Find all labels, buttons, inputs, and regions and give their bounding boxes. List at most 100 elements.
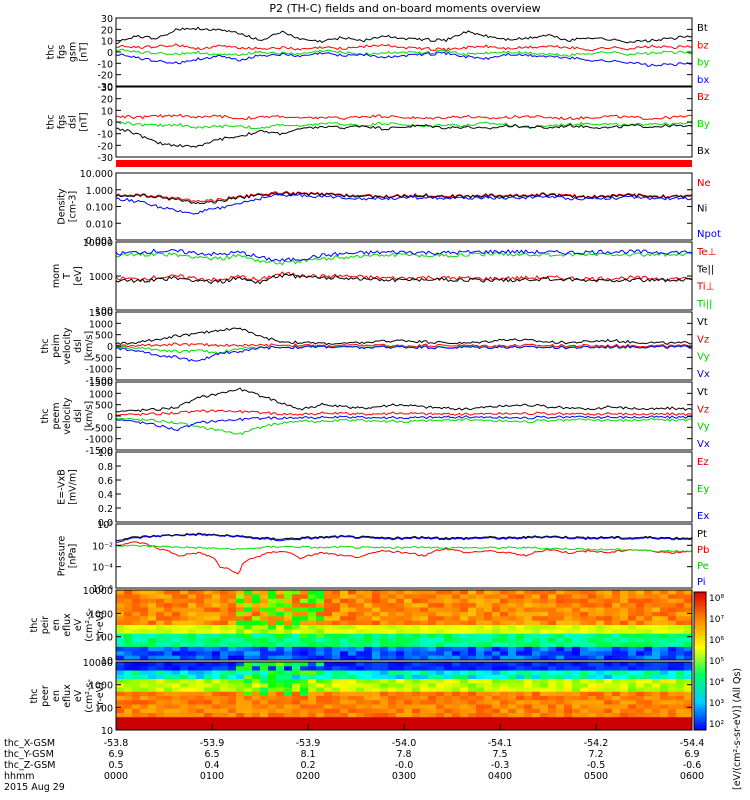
y-tick-label: 10 — [101, 726, 113, 737]
spectrogram-cell — [508, 642, 517, 648]
spectrogram-cell — [644, 683, 653, 689]
spectrogram-cell — [308, 700, 317, 706]
spectrogram-cell — [124, 666, 133, 672]
spectrogram-cell — [564, 700, 573, 706]
spectrogram-cell — [260, 620, 269, 626]
spectrogram-cell — [236, 687, 245, 693]
spectrogram-cell — [548, 625, 557, 630]
spectrogram-cell — [284, 725, 293, 730]
colorbar — [693, 591, 707, 731]
spectrogram-cell — [220, 704, 229, 710]
spectrogram-cell — [276, 651, 285, 657]
spectrogram-cell — [404, 642, 413, 648]
spectrogram-cell — [604, 651, 613, 657]
spectrogram-cell — [596, 629, 605, 635]
spectrogram-cell — [276, 603, 285, 609]
spectrogram-cell — [196, 700, 205, 706]
spectrogram-cell — [140, 590, 149, 595]
spectrogram-cell — [356, 642, 365, 648]
spectrogram-cell — [292, 607, 301, 613]
spectrogram-cell — [140, 629, 149, 635]
spectrogram-cell — [596, 646, 605, 652]
spectrogram-cell — [196, 708, 205, 714]
spectrogram-cell — [452, 696, 461, 701]
spectrogram-cell — [492, 713, 501, 718]
spectrogram-cell — [196, 594, 205, 600]
spectrogram-cell — [204, 713, 213, 718]
spectrogram-cell — [164, 651, 173, 657]
spectrogram-cell — [404, 717, 413, 723]
spectrogram-cell — [564, 713, 573, 718]
spectrogram-cell — [300, 662, 309, 667]
spectrogram-cell — [420, 629, 429, 635]
spectrogram-cell — [396, 687, 405, 693]
spectrogram-cell — [180, 717, 189, 723]
spectrogram-cell — [124, 655, 133, 660]
spectrogram-cell — [364, 607, 373, 613]
spectrogram-cell — [644, 620, 653, 626]
spectrogram-cell — [172, 679, 181, 684]
spectrogram-cell — [396, 638, 405, 644]
spectrogram-cell — [180, 679, 189, 684]
spectrogram-cell — [404, 625, 413, 630]
spectrogram-cell — [516, 683, 525, 689]
spectrogram-cell — [364, 629, 373, 635]
series-line-peem-vx — [116, 415, 692, 432]
spectrogram-cell — [340, 646, 349, 652]
spectrogram-cell — [324, 616, 333, 622]
spectrogram-cell — [308, 625, 317, 630]
series-line-peem-vt — [116, 387, 692, 413]
spectrogram-cell — [356, 700, 365, 706]
spectrogram-cell — [324, 598, 333, 604]
spectrogram-cell — [588, 633, 597, 639]
spectrogram-cell — [436, 696, 445, 701]
spectrogram-cell — [636, 670, 645, 676]
spectrogram-cell — [500, 646, 509, 652]
spectrogram-cell — [340, 679, 349, 684]
spectrogram-cell — [228, 666, 237, 672]
spectrogram-cell — [668, 704, 677, 710]
spectrogram-cell — [260, 717, 269, 723]
spectrogram-cell — [316, 662, 325, 667]
spectrogram-cell — [252, 590, 261, 595]
spectrogram-cell — [228, 696, 237, 701]
spectrogram-cell — [484, 717, 493, 723]
spectrogram-cell — [132, 691, 141, 697]
spectrogram-cell — [356, 721, 365, 727]
spectrogram-cell — [148, 620, 157, 626]
spectrogram-cell — [348, 683, 357, 689]
spectrogram-cell — [292, 713, 301, 718]
legend-label-pi: Pi — [697, 577, 706, 588]
spectrogram-cell — [556, 607, 565, 613]
spectrogram-cell — [236, 713, 245, 718]
series-line-density-ni — [116, 191, 692, 205]
spectrogram-cell — [388, 651, 397, 657]
spectrogram-cell — [132, 713, 141, 718]
spectrogram-cell — [300, 651, 309, 657]
spectrogram-cell — [380, 687, 389, 693]
spectrogram-cell — [484, 708, 493, 714]
spectrogram-cell — [164, 611, 173, 617]
spectrogram-cell — [308, 633, 317, 639]
spectrogram-cell — [324, 629, 333, 635]
spectrogram-cell — [372, 646, 381, 652]
spectrogram-cell — [572, 594, 581, 600]
spectrogram-cell — [452, 679, 461, 684]
spectrogram-cell — [540, 611, 549, 617]
spectrogram-cell — [652, 646, 661, 652]
spectrogram-cell — [644, 708, 653, 714]
spectrogram-cell — [596, 620, 605, 626]
spectrogram-cell — [660, 691, 669, 697]
spectrogram-cell — [404, 721, 413, 727]
spectrogram-cell — [428, 713, 437, 718]
spectrogram-cell — [516, 704, 525, 710]
spectrogram-cell — [412, 691, 421, 697]
spectrogram-cell — [580, 638, 589, 644]
position-row-value: 6.9 — [684, 749, 699, 760]
spectrogram-cell — [300, 674, 309, 680]
series-line-fgs_gsm-bt — [116, 26, 692, 44]
spectrogram-cell — [596, 651, 605, 657]
spectrogram-cell — [196, 683, 205, 689]
y-tick-label: 0.6 — [98, 476, 113, 487]
spectrogram-cell — [348, 696, 357, 701]
